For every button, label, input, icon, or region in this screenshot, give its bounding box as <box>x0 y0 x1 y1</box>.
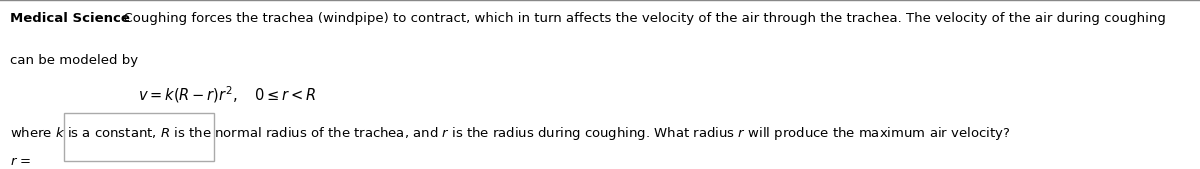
Text: can be modeled by: can be modeled by <box>10 54 138 67</box>
Text: $r$ =: $r$ = <box>10 155 31 168</box>
FancyBboxPatch shape <box>64 113 214 161</box>
Text: where $k$ is a constant, $R$ is the normal radius of the trachea, and $r$ is the: where $k$ is a constant, $R$ is the norm… <box>10 125 1010 142</box>
Text: $v = k(R - r)r^2, \quad 0 \leq r < R$: $v = k(R - r)r^2, \quad 0 \leq r < R$ <box>138 84 317 105</box>
Text: Coughing forces the trachea (windpipe) to contract, which in turn affects the ve: Coughing forces the trachea (windpipe) t… <box>115 12 1166 25</box>
Text: Medical Science: Medical Science <box>10 12 130 25</box>
